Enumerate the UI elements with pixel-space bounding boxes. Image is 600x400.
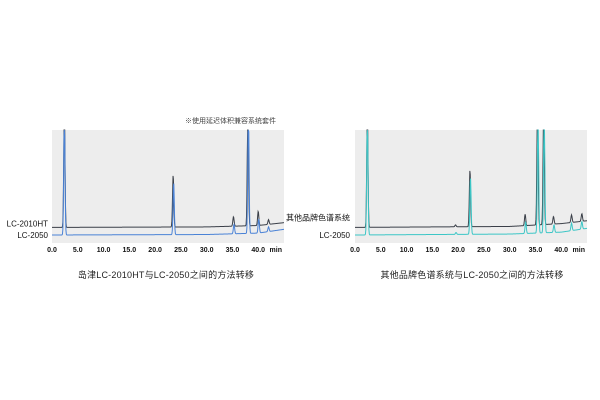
x-unit-label: min — [270, 247, 282, 254]
left-chart-panel: LC-2010HT LC-2050 0.0 5.0 10.0 15.0 20.0 25.0 30… — [7, 118, 285, 280]
x-tick-label: 10.0 — [97, 247, 111, 254]
series-label-1: 其他品牌色谱系统 — [286, 212, 350, 222]
right-caption: 其他品牌色谱系统与LC-2050之间的方法转移 — [380, 270, 564, 280]
x-unit-label: min — [573, 247, 585, 254]
x-tick-label: 20.0 — [148, 247, 162, 254]
plot-area — [52, 130, 284, 243]
x-tick-label: 40.0 — [554, 247, 568, 254]
right-chart-panel: 其他品牌色谱系统 LC-2050 0.0 5.0 10.0 15.0 20.0 25.0 30.… — [286, 0, 600, 400]
series-line-1 — [52, 129, 285, 228]
x-tick-label: 20.0 — [451, 247, 465, 254]
x-tick-label: 0.0 — [47, 247, 57, 254]
footnote: ※使用延迟体积兼容系统套件 — [185, 118, 276, 125]
x-tick-label: 0.0 — [350, 247, 360, 254]
x-tick-label: 5.0 — [376, 247, 386, 254]
x-tick-label: 15.0 — [123, 247, 137, 254]
series-line-2 — [52, 129, 285, 236]
series-line-2 — [355, 129, 588, 236]
x-tick-label: 10.0 — [400, 247, 414, 254]
left-chromatogram: LC-2010HT LC-2050 0.0 5.0 10.0 15.0 20.0 25.0 30… — [7, 129, 285, 254]
x-tick-label: 35.0 — [529, 247, 543, 254]
x-tick-label: 15.0 — [426, 247, 440, 254]
x-tick-label: 30.0 — [503, 247, 517, 254]
x-tick-label: 5.0 — [73, 247, 83, 254]
series-label-2: LC-2050 — [17, 231, 48, 240]
x-tick-label: 40.0 — [251, 247, 265, 254]
x-tick-label: 30.0 — [200, 247, 214, 254]
series-label-1: LC-2010HT — [7, 219, 48, 228]
series-label-2: LC-2050 — [319, 231, 350, 240]
x-tick-label: 25.0 — [477, 247, 491, 254]
left-caption: 岛津LC-2010HT与LC-2050之间的方法转移 — [77, 270, 255, 280]
x-tick-label: 35.0 — [226, 247, 240, 254]
x-tick-label: 25.0 — [174, 247, 188, 254]
